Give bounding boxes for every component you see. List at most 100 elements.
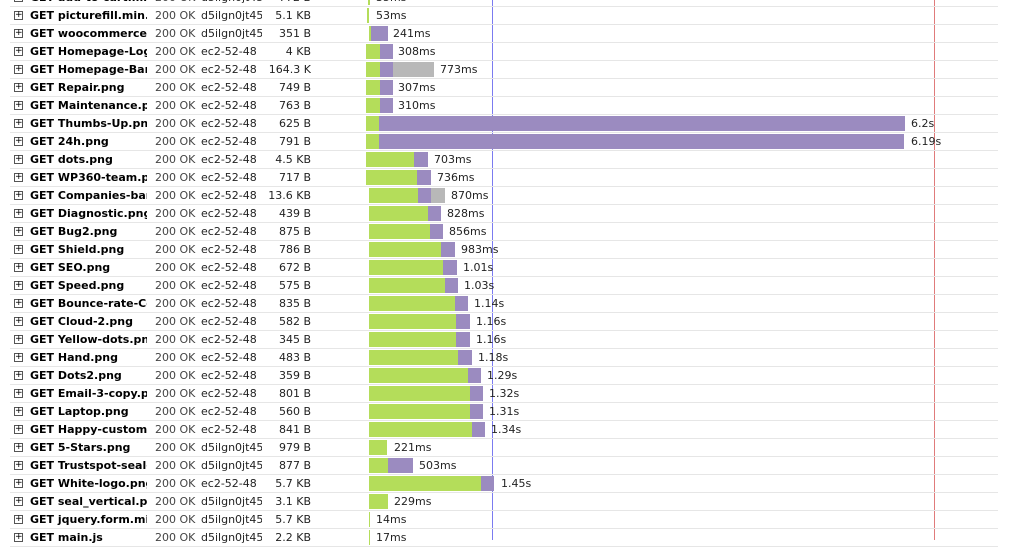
expand-toggle[interactable]: +	[14, 316, 23, 326]
request-row[interactable]: + GET Hand.png 200 OK ec2-52-48 483 B 1.18s	[10, 349, 998, 367]
request-row[interactable]: + GET 5-Stars.png 200 OK d5ilgn0jt45 979 B 22…	[10, 439, 998, 457]
expand-toggle[interactable]: +	[14, 442, 23, 452]
request-row[interactable]: + GET woocommerce-a 200 OK d5ilgn0jt45 351 B…	[10, 25, 998, 43]
request-row[interactable]: + GET Cloud-2.png 200 OK ec2-52-48 582 B 1.16…	[10, 313, 998, 331]
receiving-segment	[367, 8, 369, 23]
request-row[interactable]: + GET Companies-bar. 200 OK ec2-52-48 13.6 K…	[10, 187, 998, 205]
request-row[interactable]: + GET add-to-cart.min 200 OKd5ilgn0jt45772…	[10, 0, 998, 7]
waiting-segment	[430, 224, 443, 239]
receiving-segment	[369, 368, 468, 383]
expand-toggle[interactable]: +	[14, 172, 23, 182]
request-row[interactable]: + GET Repair.png 200 OK ec2-52-48 749 B 307ms	[10, 79, 998, 97]
request-row[interactable]: + GET main.js 200 OK d5ilgn0jt45 2.2 KB 17ms	[10, 529, 998, 547]
expand-toggle[interactable]: +	[14, 280, 23, 290]
request-row[interactable]: + GET Yellow-dots.png 200 OK ec2-52-48 345 B…	[10, 331, 998, 349]
waiting-segment	[380, 80, 393, 95]
waiting-segment	[379, 134, 904, 149]
waiting-segment	[468, 368, 481, 383]
expand-toggle[interactable]: +	[14, 244, 23, 254]
waiting-segment	[418, 188, 431, 203]
status: 200 OK	[155, 27, 196, 40]
expand-toggle[interactable]: +	[14, 0, 23, 2]
request-row[interactable]: + GET Bounce-rate-Co 200 OK ec2-52-48 835 B 1…	[10, 295, 998, 313]
receiving-segment	[369, 314, 456, 329]
request-row[interactable]: + GET seal_vertical.png 200 OK d5ilgn0jt45 3…	[10, 493, 998, 511]
request-row[interactable]: + GET WP360-team.pn 200 OK ec2-52-48 717 B 73…	[10, 169, 998, 187]
expand-toggle[interactable]: +	[14, 28, 23, 38]
expand-toggle[interactable]: +	[14, 514, 23, 524]
request-row[interactable]: + GET Maintenance.png 200 OK ec2-52-48 763 B…	[10, 97, 998, 115]
request-row[interactable]: + GET Shield.png 200 OK ec2-52-48 786 B 983ms	[10, 241, 998, 259]
expand-toggle[interactable]: +	[14, 10, 23, 20]
expand-toggle[interactable]: +	[14, 118, 23, 128]
waiting-segment	[428, 206, 441, 221]
status: 200 OK	[155, 315, 196, 328]
size: 3.1 KB	[275, 495, 311, 508]
expand-toggle[interactable]: +	[14, 532, 23, 542]
request-row[interactable]: + GET Email-3-copy.p 200 OK ec2-52-48 801 B 1…	[10, 385, 998, 403]
request-row[interactable]: + GET Bug2.png 200 OK ec2-52-48 875 B 856ms	[10, 223, 998, 241]
receiving-segment	[369, 296, 455, 311]
request-row[interactable]: + GET Diagnostic.png 200 OK ec2-52-48 439 B 8…	[10, 205, 998, 223]
request-row[interactable]: + GET Trustspot-seal- 200 OK d5ilgn0jt45 877…	[10, 457, 998, 475]
expand-toggle[interactable]: +	[14, 424, 23, 434]
expand-toggle[interactable]: +	[14, 262, 23, 272]
request-row[interactable]: + GET Homepage-Logo 200 OK ec2-52-48 4 KB 308…	[10, 43, 998, 61]
receiving-segment	[369, 422, 472, 437]
expand-toggle[interactable]: +	[14, 298, 23, 308]
request-row[interactable]: + GET Homepage-Bann 200 OK ec2-52-48 164.3 K…	[10, 61, 998, 79]
request-row[interactable]: + GET 24h.png 200 OK ec2-52-48 791 B 6.19s	[10, 133, 998, 151]
status: 200 OK	[155, 441, 196, 454]
request-url: GET 5-Stars.png	[30, 441, 131, 454]
request-url: GET dots.png	[30, 153, 113, 166]
timing: 828ms	[447, 207, 485, 220]
status: 200 OK	[155, 261, 196, 274]
request-row[interactable]: + GET Happy-custome 200 OK ec2-52-48 841 B 1.…	[10, 421, 998, 439]
expand-toggle[interactable]: +	[14, 370, 23, 380]
request-row[interactable]: + GET Speed.png 200 OK ec2-52-48 575 B 1.03s	[10, 277, 998, 295]
waiting-segment	[380, 98, 393, 113]
status: 200 OK	[155, 405, 196, 418]
expand-toggle[interactable]: +	[14, 190, 23, 200]
expand-toggle[interactable]: +	[14, 352, 23, 362]
expand-toggle[interactable]: +	[14, 46, 23, 56]
request-row[interactable]: + GET Laptop.png 200 OK ec2-52-48 560 B 1.31s	[10, 403, 998, 421]
receiving-segment	[369, 512, 370, 527]
expand-toggle[interactable]: +	[14, 136, 23, 146]
request-row[interactable]: + GET jquery.form.min 200 OK d5ilgn0jt45 5.7…	[10, 511, 998, 529]
request-url: GET Shield.png	[30, 243, 125, 256]
request-url: GET picturefill.min.js	[30, 9, 147, 22]
expand-toggle[interactable]: +	[14, 460, 23, 470]
expand-toggle[interactable]: +	[14, 388, 23, 398]
timing: 736ms	[437, 171, 475, 184]
expand-toggle[interactable]: +	[14, 82, 23, 92]
size: 4.5 KB	[275, 153, 311, 166]
request-row[interactable]: + GET SEO.png 200 OK ec2-52-48 672 B 1.01s	[10, 259, 998, 277]
request-row[interactable]: + GET White-logo.png 200 OK ec2-52-48 5.7 KB…	[10, 475, 998, 493]
size: 164.3 K	[268, 63, 311, 76]
request-row[interactable]: + GET Dots2.png 200 OK ec2-52-48 359 B 1.29s	[10, 367, 998, 385]
expand-toggle[interactable]: +	[14, 496, 23, 506]
request-row[interactable]: + GET picturefill.min.js 200 OK d5ilgn0jt45…	[10, 7, 998, 25]
request-row[interactable]: + GET Thumbs-Up.png 200 OK ec2-52-48 625 B 6.…	[10, 115, 998, 133]
size: 345 B	[278, 333, 311, 346]
size: 439 B	[278, 207, 311, 220]
expand-toggle[interactable]: +	[14, 208, 23, 218]
domain: d5ilgn0jt45	[201, 441, 262, 454]
domain: ec2-52-48	[201, 153, 257, 166]
request-url: GET WP360-team.pn	[30, 171, 147, 184]
receiving-segment	[368, 0, 370, 5]
expand-toggle[interactable]: +	[14, 64, 23, 74]
expand-toggle[interactable]: +	[14, 100, 23, 110]
expand-toggle[interactable]: +	[14, 406, 23, 416]
request-row[interactable]: + GET dots.png 200 OK ec2-52-48 4.5 KB 703ms	[10, 151, 998, 169]
waiting-segment	[455, 296, 468, 311]
status: 200 OK	[155, 81, 196, 94]
expand-toggle[interactable]: +	[14, 154, 23, 164]
size: 359 B	[278, 369, 311, 382]
expand-toggle[interactable]: +	[14, 226, 23, 236]
expand-toggle[interactable]: +	[14, 334, 23, 344]
expand-toggle[interactable]: +	[14, 478, 23, 488]
request-url: GET jquery.form.min	[30, 513, 147, 526]
waiting-segment	[481, 476, 494, 491]
